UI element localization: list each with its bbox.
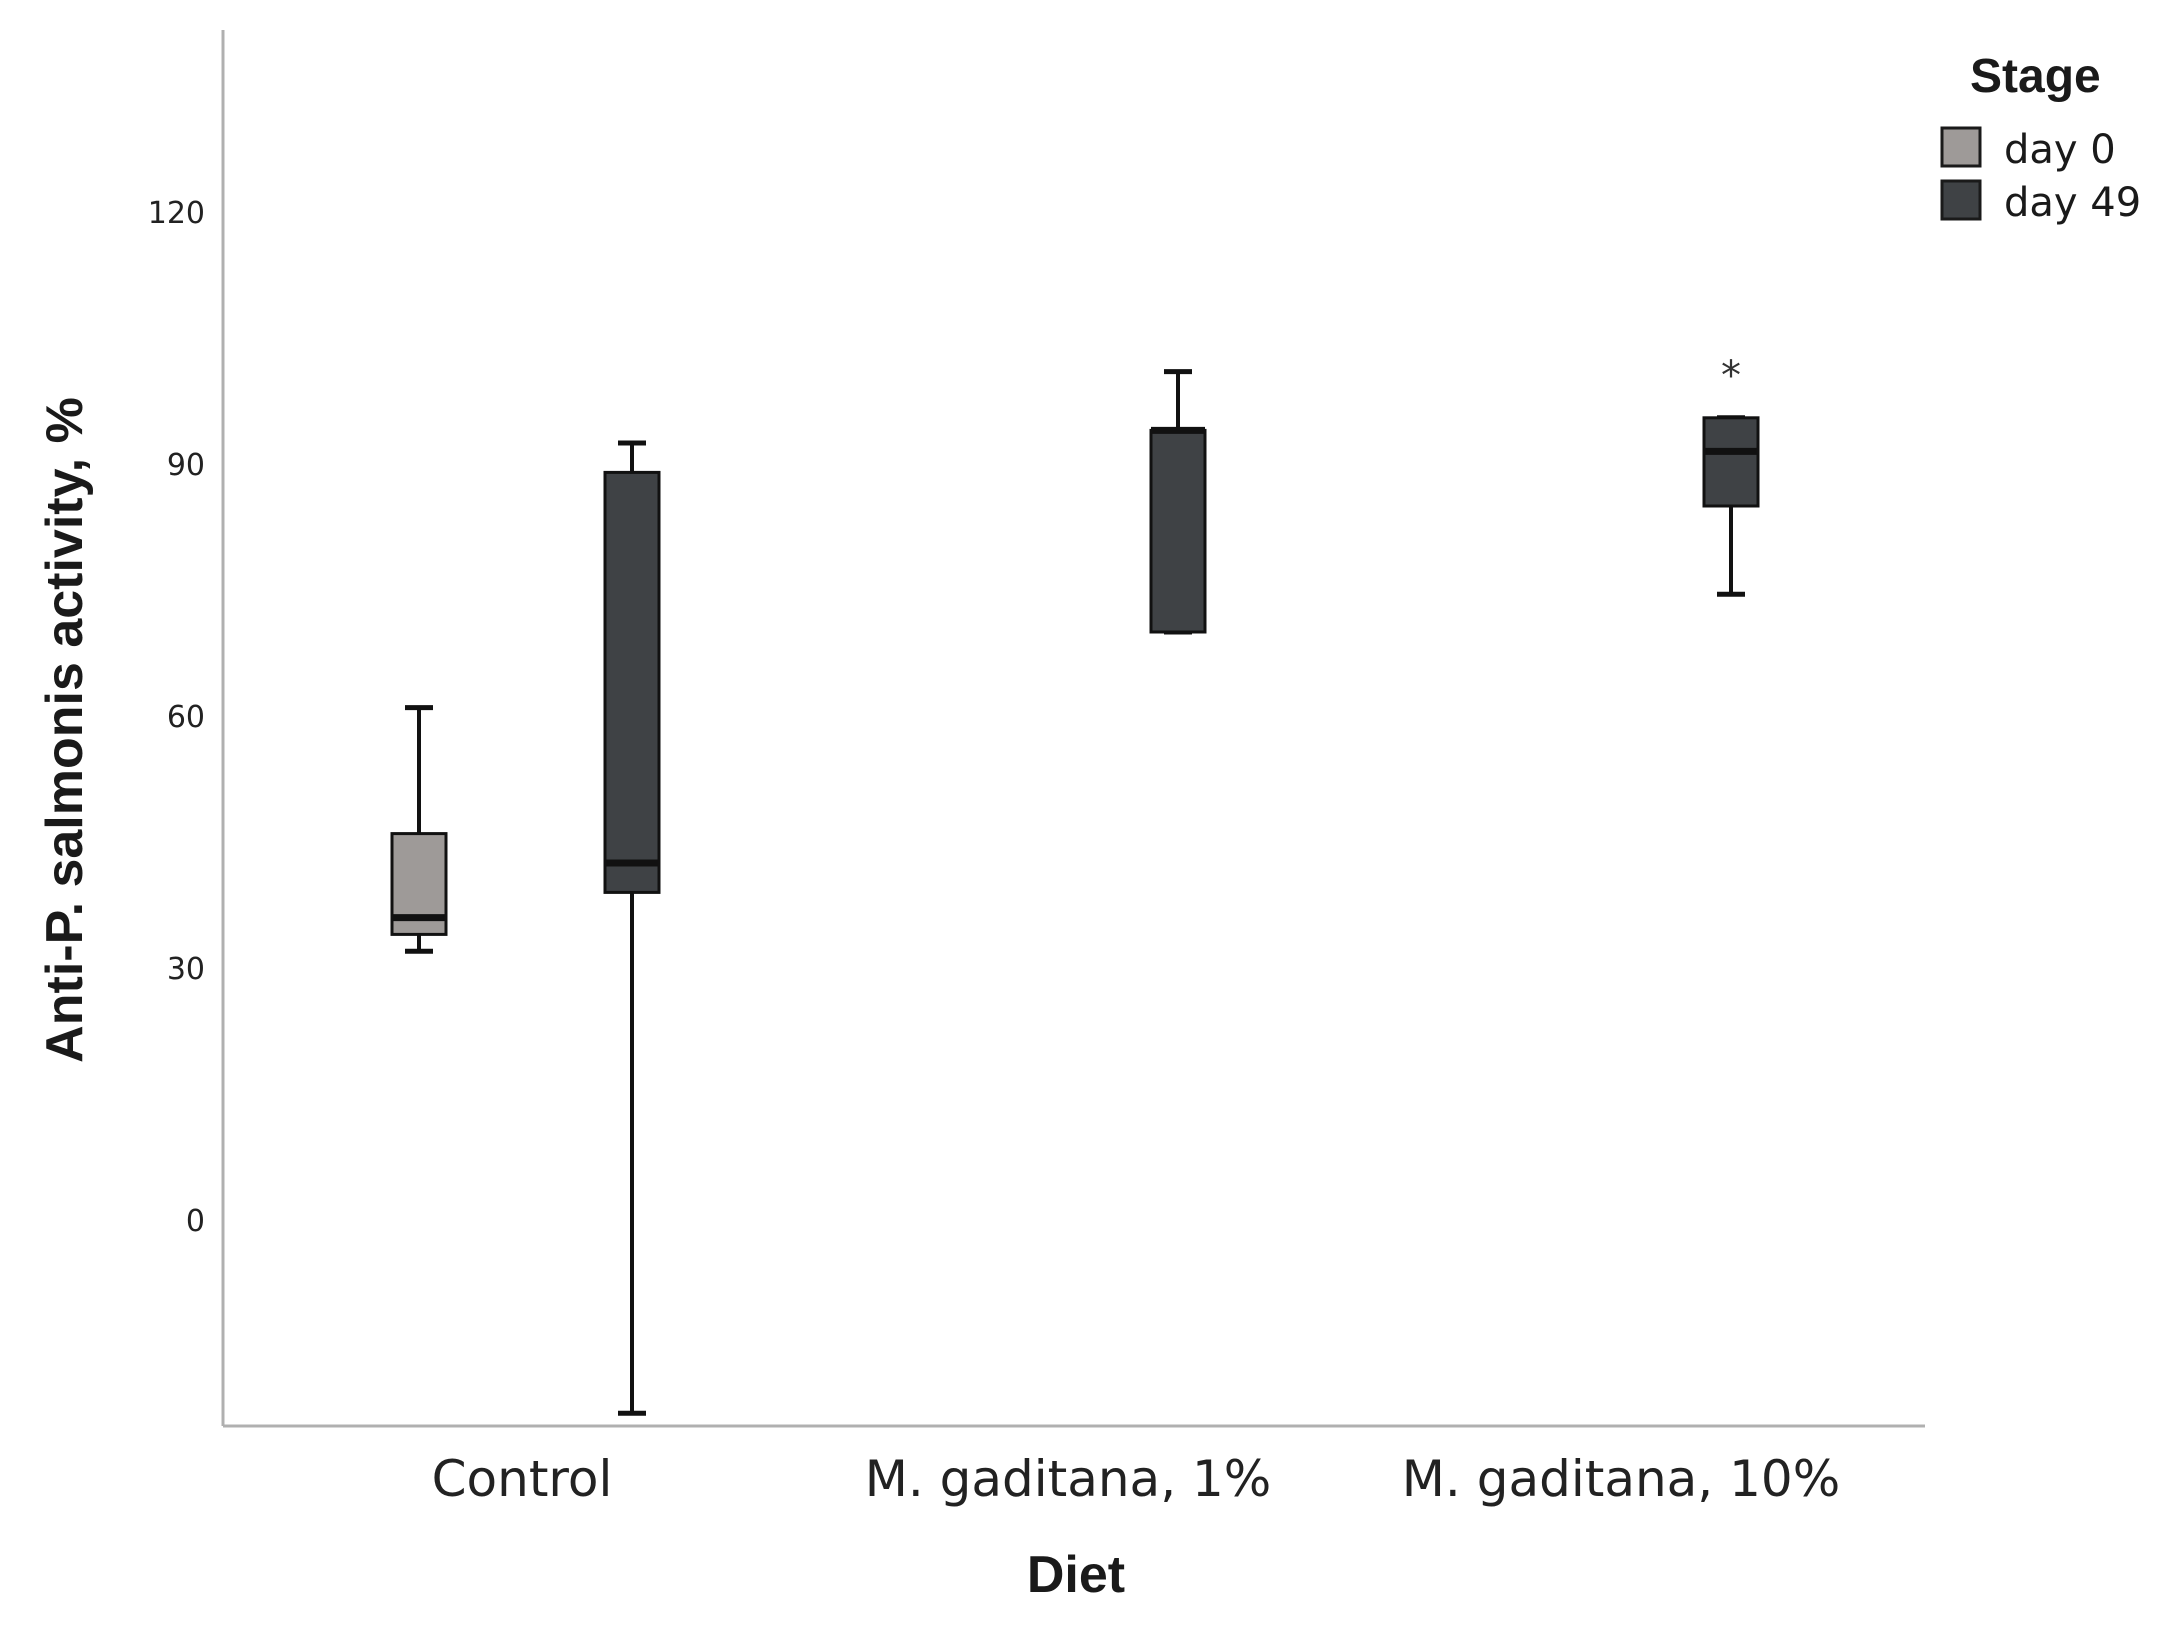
x-category-label-0: Control [432,1450,613,1508]
y-tick-label-30: 30 [167,952,205,987]
legend-label-day-49: day 49 [2004,180,2141,226]
x-category-label-1: M. gaditana, 1% [865,1450,1272,1508]
y-tick-label-90: 90 [167,448,205,483]
y-axis-title: Anti-P. salmonis activity, % [36,397,94,1063]
box-1-2: * [1702,353,1760,597]
box-1-0 [603,440,661,1416]
outlier-marker-0: * [1721,353,1741,399]
box-series: * [390,353,1760,1416]
legend-swatch-day-49 [1940,179,1982,221]
box-1-1 [1149,369,1207,635]
legend: Stage day 0 day 49 [1940,50,2141,226]
x-axis-category-labels: Control M. gaditana, 1% M. gaditana, 10% [432,1450,1841,1508]
y-axis-ticks: 0 30 60 90 120 [148,196,205,1239]
box-iqr [1702,416,1760,508]
y-tick-label-120: 120 [148,196,205,231]
box-0-0 [390,705,448,954]
y-tick-label-60: 60 [167,700,205,735]
box-iqr [1149,428,1207,634]
x-axis-title: Diet [1027,1546,1125,1604]
legend-title: Stage [1970,50,2101,103]
x-category-label-2: M. gaditana, 10% [1402,1450,1840,1508]
legend-swatch-day-0 [1940,126,1982,168]
legend-label-day-0: day 0 [2004,127,2116,173]
box-iqr [603,470,661,894]
y-tick-label-0: 0 [186,1204,205,1239]
